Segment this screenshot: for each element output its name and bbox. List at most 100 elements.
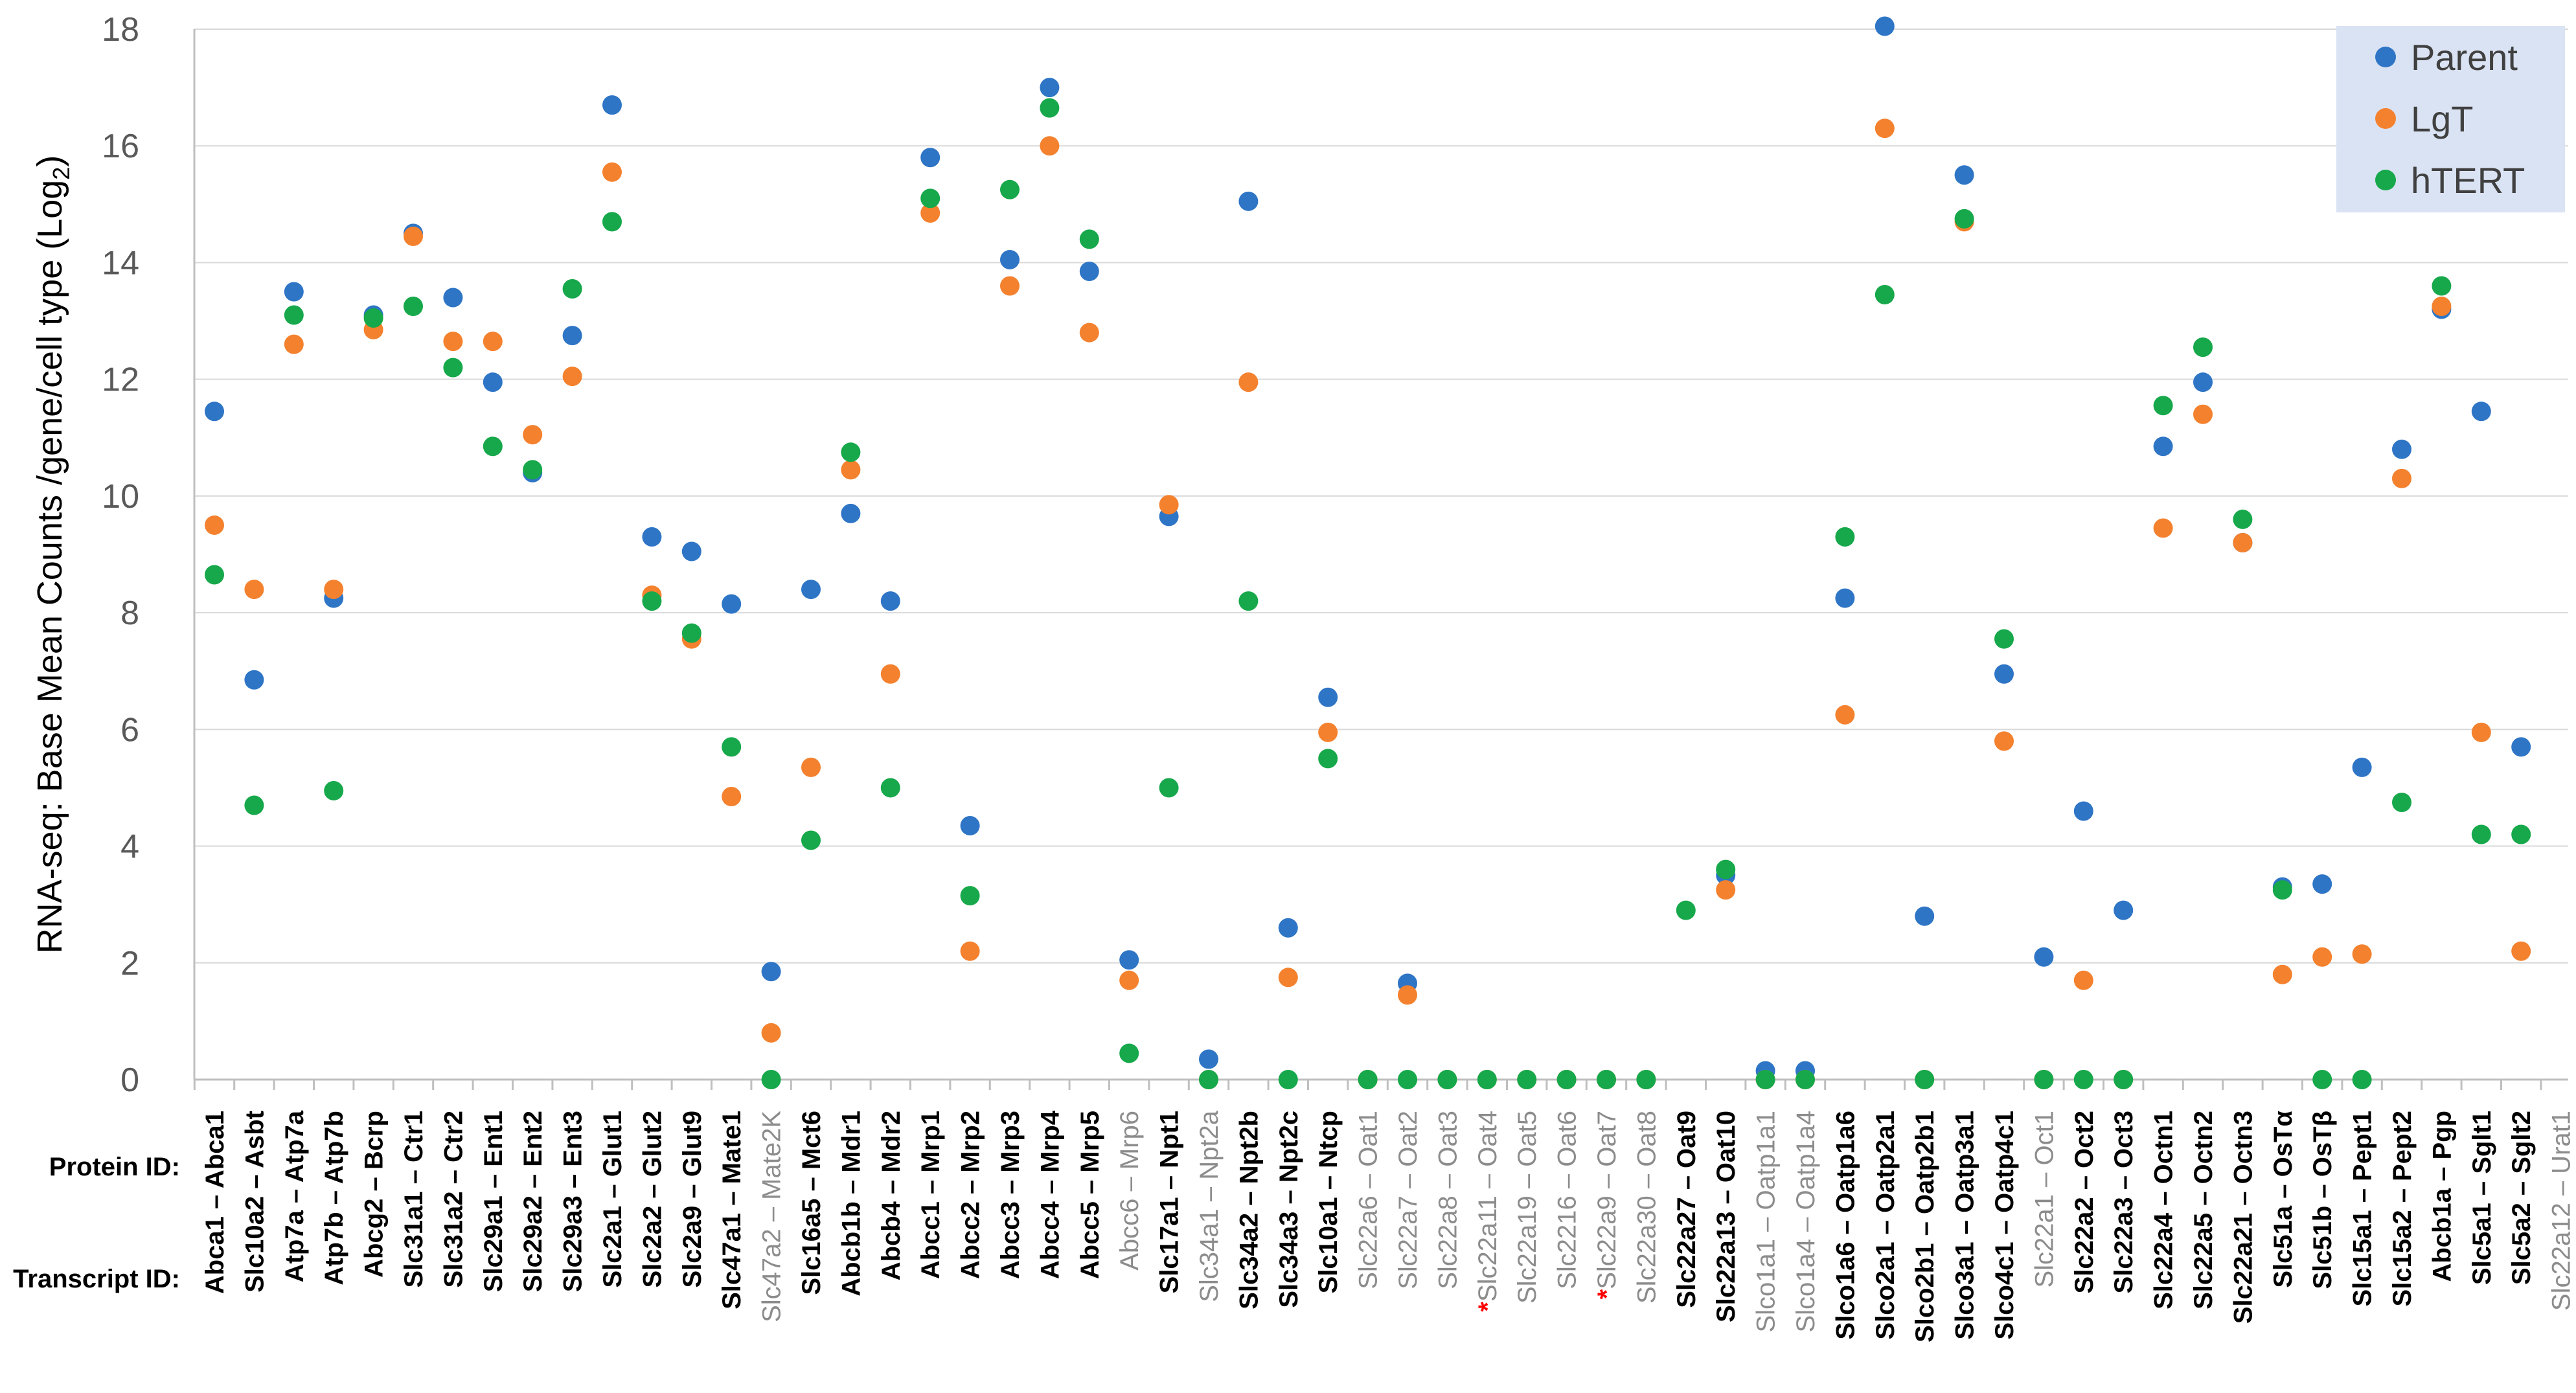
separator: – [320, 1184, 348, 1212]
point-htert-Atp7b [324, 780, 344, 800]
protein-id: Npt2b [1235, 1111, 1263, 1184]
point-htert-Glut1 [602, 212, 622, 232]
point-htert-Mrp1 [920, 188, 940, 209]
point-htert-Ent3 [562, 278, 582, 299]
separator: – [1593, 1167, 1621, 1195]
protein-id: Mrp3 [996, 1111, 1025, 1173]
legend-label-htert: hTERT [2411, 160, 2525, 201]
transcript-id: Atp7b [320, 1212, 348, 1285]
separator: – [1433, 1167, 1462, 1195]
point-parent-Octn1 [2153, 436, 2173, 457]
transcript-id: Slco1a1 [1752, 1239, 1781, 1333]
protein-id: Oatp1a4 [1792, 1111, 1820, 1210]
legend: Parent LgT hTERT [2336, 26, 2565, 212]
point-lgt-Ntcp [1318, 722, 1338, 742]
category-label-Mdr1: Abcb1b – Mdr1 [837, 1111, 865, 1297]
category-label-OsTα: Slc51a – OsTα [2269, 1111, 2297, 1288]
transcript-id: Slc22a8 [1433, 1195, 1462, 1289]
protein-id: Mrp1 [917, 1111, 945, 1173]
transcript-id: Slc2a9 [678, 1206, 707, 1288]
separator: – [1951, 1213, 1979, 1241]
point-htert-Oct2 [2073, 1070, 2093, 1089]
separator: – [877, 1173, 906, 1201]
transcript-id: Slc34a2 [1235, 1213, 1263, 1309]
point-parent-Mrp5 [1079, 261, 1099, 281]
protein-id: Mrp2 [957, 1111, 985, 1173]
separator: – [797, 1170, 826, 1198]
separator: – [2070, 1168, 2099, 1197]
transcript-id: Slc51b [2308, 1206, 2337, 1289]
transcript-id: Slc10a2 [240, 1196, 269, 1293]
point-htert-Oat5 [1517, 1070, 1537, 1089]
transcript-id: Abcb1b [837, 1201, 865, 1297]
y-tick-labels: 0 2 4 6 8 10 12 14 16 18 [102, 11, 139, 1099]
category-label-Glut1: Slc2a1 – Glut1 [598, 1111, 627, 1288]
point-parent-Ent3 [562, 326, 582, 346]
transcript-id: Slc29a2 [519, 1195, 547, 1292]
category-label-Oat6: Slc2216 – Oat6 [1553, 1111, 1582, 1289]
legend-box [2336, 26, 2565, 212]
category-label-Oatp2a1: Slco2a1 – Oatp2a1 [1871, 1111, 1900, 1340]
transcript-id: Slc31a2 [439, 1192, 468, 1288]
point-parent-Npt2c [1278, 918, 1298, 938]
point-lgt-Mdr1 [841, 460, 861, 480]
data-points [205, 16, 2531, 1089]
category-label-OsTβ: Slc51b – OsTβ [2308, 1111, 2337, 1289]
category-label-Oat10: Slc22a13 – Oat10 [1712, 1111, 1740, 1322]
point-lgt-Sglt1 [2471, 722, 2491, 742]
protein-id: Sglt2 [2507, 1111, 2536, 1174]
separator: – [1831, 1213, 1860, 1241]
separator: – [519, 1167, 547, 1195]
point-htert-Asbt [244, 795, 264, 815]
point-lgt-Oct2 [2073, 970, 2093, 990]
transcript-id: Abca1 [201, 1216, 229, 1294]
point-parent-Mate2K [761, 962, 781, 982]
point-htert-Glut2 [642, 591, 662, 611]
category-label-Sglt1: Slc5a1 – Sglt1 [2468, 1111, 2496, 1285]
point-parent-Glut1 [602, 95, 622, 115]
protein-id: Octn1 [2150, 1111, 2178, 1184]
transcript-id: Slco2a1 [1871, 1241, 1900, 1339]
separator: – [1036, 1173, 1064, 1201]
separator: – [837, 1173, 865, 1201]
transcript-id: Slco1a6 [1831, 1241, 1860, 1339]
protein-id: Oat3 [1433, 1111, 1462, 1167]
separator: – [2468, 1174, 2496, 1203]
point-lgt-Npt2c [1278, 968, 1298, 988]
category-label-Oct2: Slc22a2 – Oct2 [2070, 1111, 2099, 1293]
category-label-Mrp6: Abcc6 – Mrp6 [1115, 1111, 1144, 1271]
protein-id: Oatp2a1 [1871, 1111, 1900, 1213]
y-tick-label-6: 6 [120, 711, 139, 749]
y-tick-label-2: 2 [120, 945, 139, 982]
protein-id: Pgp [2428, 1111, 2456, 1160]
separator: – [996, 1173, 1025, 1201]
category-label-Oat5: Slc22a19 – Oat5 [1513, 1111, 1542, 1304]
separator: – [957, 1173, 985, 1201]
point-parent-Oatp2a1 [1875, 16, 1895, 36]
protein-id: Bcrp [360, 1111, 389, 1170]
legend-label-parent: Parent [2411, 37, 2518, 78]
transcript-id: Slc2a1 [598, 1206, 627, 1288]
protein-id: Oatp4c1 [1990, 1111, 2019, 1213]
point-htert-Oatp1a6 [1835, 527, 1855, 547]
point-parent-Mrp2 [960, 816, 980, 836]
point-lgt-Mct6 [801, 757, 821, 777]
point-parent-Glut2 [642, 527, 662, 547]
point-lgt-Pept2 [2392, 468, 2411, 488]
category-label-Oat8: Slc22a30 – Oat8 [1632, 1111, 1661, 1304]
protein-id: Asbt [240, 1111, 269, 1168]
point-parent-Oct3 [2114, 900, 2134, 920]
category-label-Mrp4: Abcc4 – Mrp4 [1036, 1110, 1064, 1279]
y-tick-label-4: 4 [120, 828, 139, 866]
point-htert-Oct1 [2034, 1070, 2054, 1089]
separator: – [2308, 1177, 2337, 1205]
point-htert-Mrp2 [960, 886, 980, 906]
y-tick-label-16: 16 [102, 128, 139, 165]
point-lgt-Asbt [244, 580, 264, 600]
separator: – [1156, 1168, 1184, 1197]
category-labels: Abca1 – Abca1 Slc10a2 – Asbt Atp7a – Atp7a… [201, 1110, 2576, 1342]
point-htert-Abca1 [205, 565, 224, 585]
protein-id: Oct1 [2030, 1111, 2058, 1165]
point-lgt-Mrp2 [960, 941, 980, 961]
